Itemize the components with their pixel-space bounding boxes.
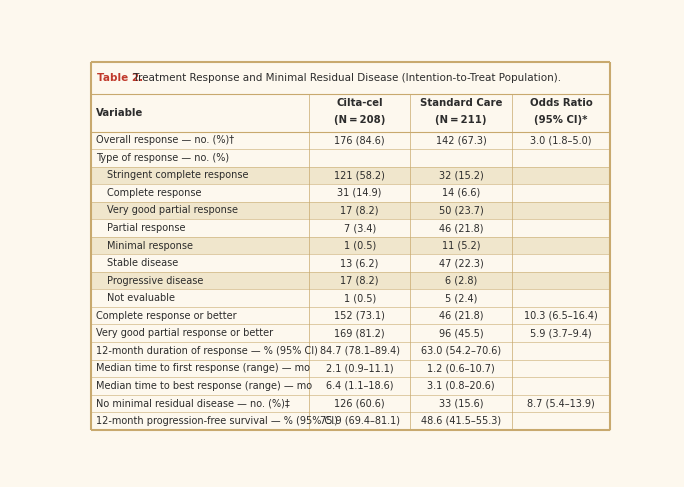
Text: 75.9 (69.4–81.1): 75.9 (69.4–81.1) bbox=[319, 416, 399, 426]
Text: 63.0 (54.2–70.6): 63.0 (54.2–70.6) bbox=[421, 346, 501, 356]
Text: 13 (6.2): 13 (6.2) bbox=[341, 258, 379, 268]
Text: Minimal response: Minimal response bbox=[107, 241, 193, 250]
Text: 17 (8.2): 17 (8.2) bbox=[341, 206, 379, 215]
Text: 33 (15.6): 33 (15.6) bbox=[438, 398, 483, 409]
Text: Partial response: Partial response bbox=[107, 223, 185, 233]
Text: 14 (6.6): 14 (6.6) bbox=[442, 188, 480, 198]
Text: 5 (2.4): 5 (2.4) bbox=[445, 293, 477, 303]
Text: Variable: Variable bbox=[96, 108, 144, 118]
Text: Median time to best response (range) — mo: Median time to best response (range) — m… bbox=[96, 381, 312, 391]
Text: Median time to first response (range) — mo: Median time to first response (range) — … bbox=[96, 363, 310, 374]
Text: Odds Ratio: Odds Ratio bbox=[529, 98, 592, 108]
Text: 11 (5.2): 11 (5.2) bbox=[442, 241, 480, 250]
Text: 48.6 (41.5–55.3): 48.6 (41.5–55.3) bbox=[421, 416, 501, 426]
Text: Standard Care: Standard Care bbox=[420, 98, 502, 108]
Text: 2.1 (0.9–11.1): 2.1 (0.9–11.1) bbox=[326, 363, 393, 374]
Text: Complete response: Complete response bbox=[107, 188, 201, 198]
Text: Treatment Response and Minimal Residual Disease (Intention-to-Treat Population).: Treatment Response and Minimal Residual … bbox=[130, 73, 561, 83]
Text: (N = 208): (N = 208) bbox=[334, 115, 385, 125]
Text: Not evaluable: Not evaluable bbox=[107, 293, 174, 303]
Text: 1 (0.5): 1 (0.5) bbox=[343, 293, 376, 303]
Text: 7 (3.4): 7 (3.4) bbox=[343, 223, 376, 233]
Text: 96 (45.5): 96 (45.5) bbox=[438, 328, 484, 338]
Bar bbox=[91, 202, 610, 219]
Text: Very good partial response: Very good partial response bbox=[107, 206, 238, 215]
Text: 46 (21.8): 46 (21.8) bbox=[438, 311, 483, 321]
Text: 6.4 (1.1–18.6): 6.4 (1.1–18.6) bbox=[326, 381, 393, 391]
Text: 17 (8.2): 17 (8.2) bbox=[341, 276, 379, 285]
Text: 121 (58.2): 121 (58.2) bbox=[334, 170, 385, 180]
Text: 1.2 (0.6–10.7): 1.2 (0.6–10.7) bbox=[427, 363, 495, 374]
Text: 3.0 (1.8–5.0): 3.0 (1.8–5.0) bbox=[530, 135, 592, 145]
Text: (N = 211): (N = 211) bbox=[435, 115, 487, 125]
Text: 46 (21.8): 46 (21.8) bbox=[438, 223, 483, 233]
Bar bbox=[91, 167, 610, 184]
Text: No minimal residual disease — no. (%)‡: No minimal residual disease — no. (%)‡ bbox=[96, 398, 290, 409]
Text: Type of response — no. (%): Type of response — no. (%) bbox=[96, 153, 229, 163]
Text: Cilta-cel: Cilta-cel bbox=[337, 98, 383, 108]
Text: 152 (73.1): 152 (73.1) bbox=[334, 311, 385, 321]
Text: 84.7 (78.1–89.4): 84.7 (78.1–89.4) bbox=[319, 346, 399, 356]
Text: 47 (22.3): 47 (22.3) bbox=[438, 258, 484, 268]
Text: 5.9 (3.7–9.4): 5.9 (3.7–9.4) bbox=[530, 328, 592, 338]
Text: 12-month duration of response — % (95% CI): 12-month duration of response — % (95% C… bbox=[96, 346, 318, 356]
Text: 6 (2.8): 6 (2.8) bbox=[445, 276, 477, 285]
Text: Table 2.: Table 2. bbox=[97, 73, 143, 83]
Text: Very good partial response or better: Very good partial response or better bbox=[96, 328, 273, 338]
Text: Progressive disease: Progressive disease bbox=[107, 276, 203, 285]
Text: 126 (60.6): 126 (60.6) bbox=[334, 398, 385, 409]
Text: 1 (0.5): 1 (0.5) bbox=[343, 241, 376, 250]
Text: Overall response — no. (%)†: Overall response — no. (%)† bbox=[96, 135, 234, 145]
Text: Stable disease: Stable disease bbox=[107, 258, 178, 268]
Text: 3.1 (0.8–20.6): 3.1 (0.8–20.6) bbox=[427, 381, 495, 391]
Text: 31 (14.9): 31 (14.9) bbox=[337, 188, 382, 198]
Text: 32 (15.2): 32 (15.2) bbox=[438, 170, 484, 180]
Text: Complete response or better: Complete response or better bbox=[96, 311, 237, 321]
Text: 8.7 (5.4–13.9): 8.7 (5.4–13.9) bbox=[527, 398, 595, 409]
Bar bbox=[91, 237, 610, 254]
Text: 12-month progression-free survival — % (95% CI): 12-month progression-free survival — % (… bbox=[96, 416, 338, 426]
Text: Stringent complete response: Stringent complete response bbox=[107, 170, 248, 180]
Text: 169 (81.2): 169 (81.2) bbox=[334, 328, 385, 338]
Text: 142 (67.3): 142 (67.3) bbox=[436, 135, 486, 145]
Bar bbox=[91, 272, 610, 289]
Text: (95% CI)*: (95% CI)* bbox=[534, 115, 588, 125]
Text: 50 (23.7): 50 (23.7) bbox=[438, 206, 484, 215]
Text: 176 (84.6): 176 (84.6) bbox=[334, 135, 385, 145]
Text: 10.3 (6.5–16.4): 10.3 (6.5–16.4) bbox=[524, 311, 598, 321]
